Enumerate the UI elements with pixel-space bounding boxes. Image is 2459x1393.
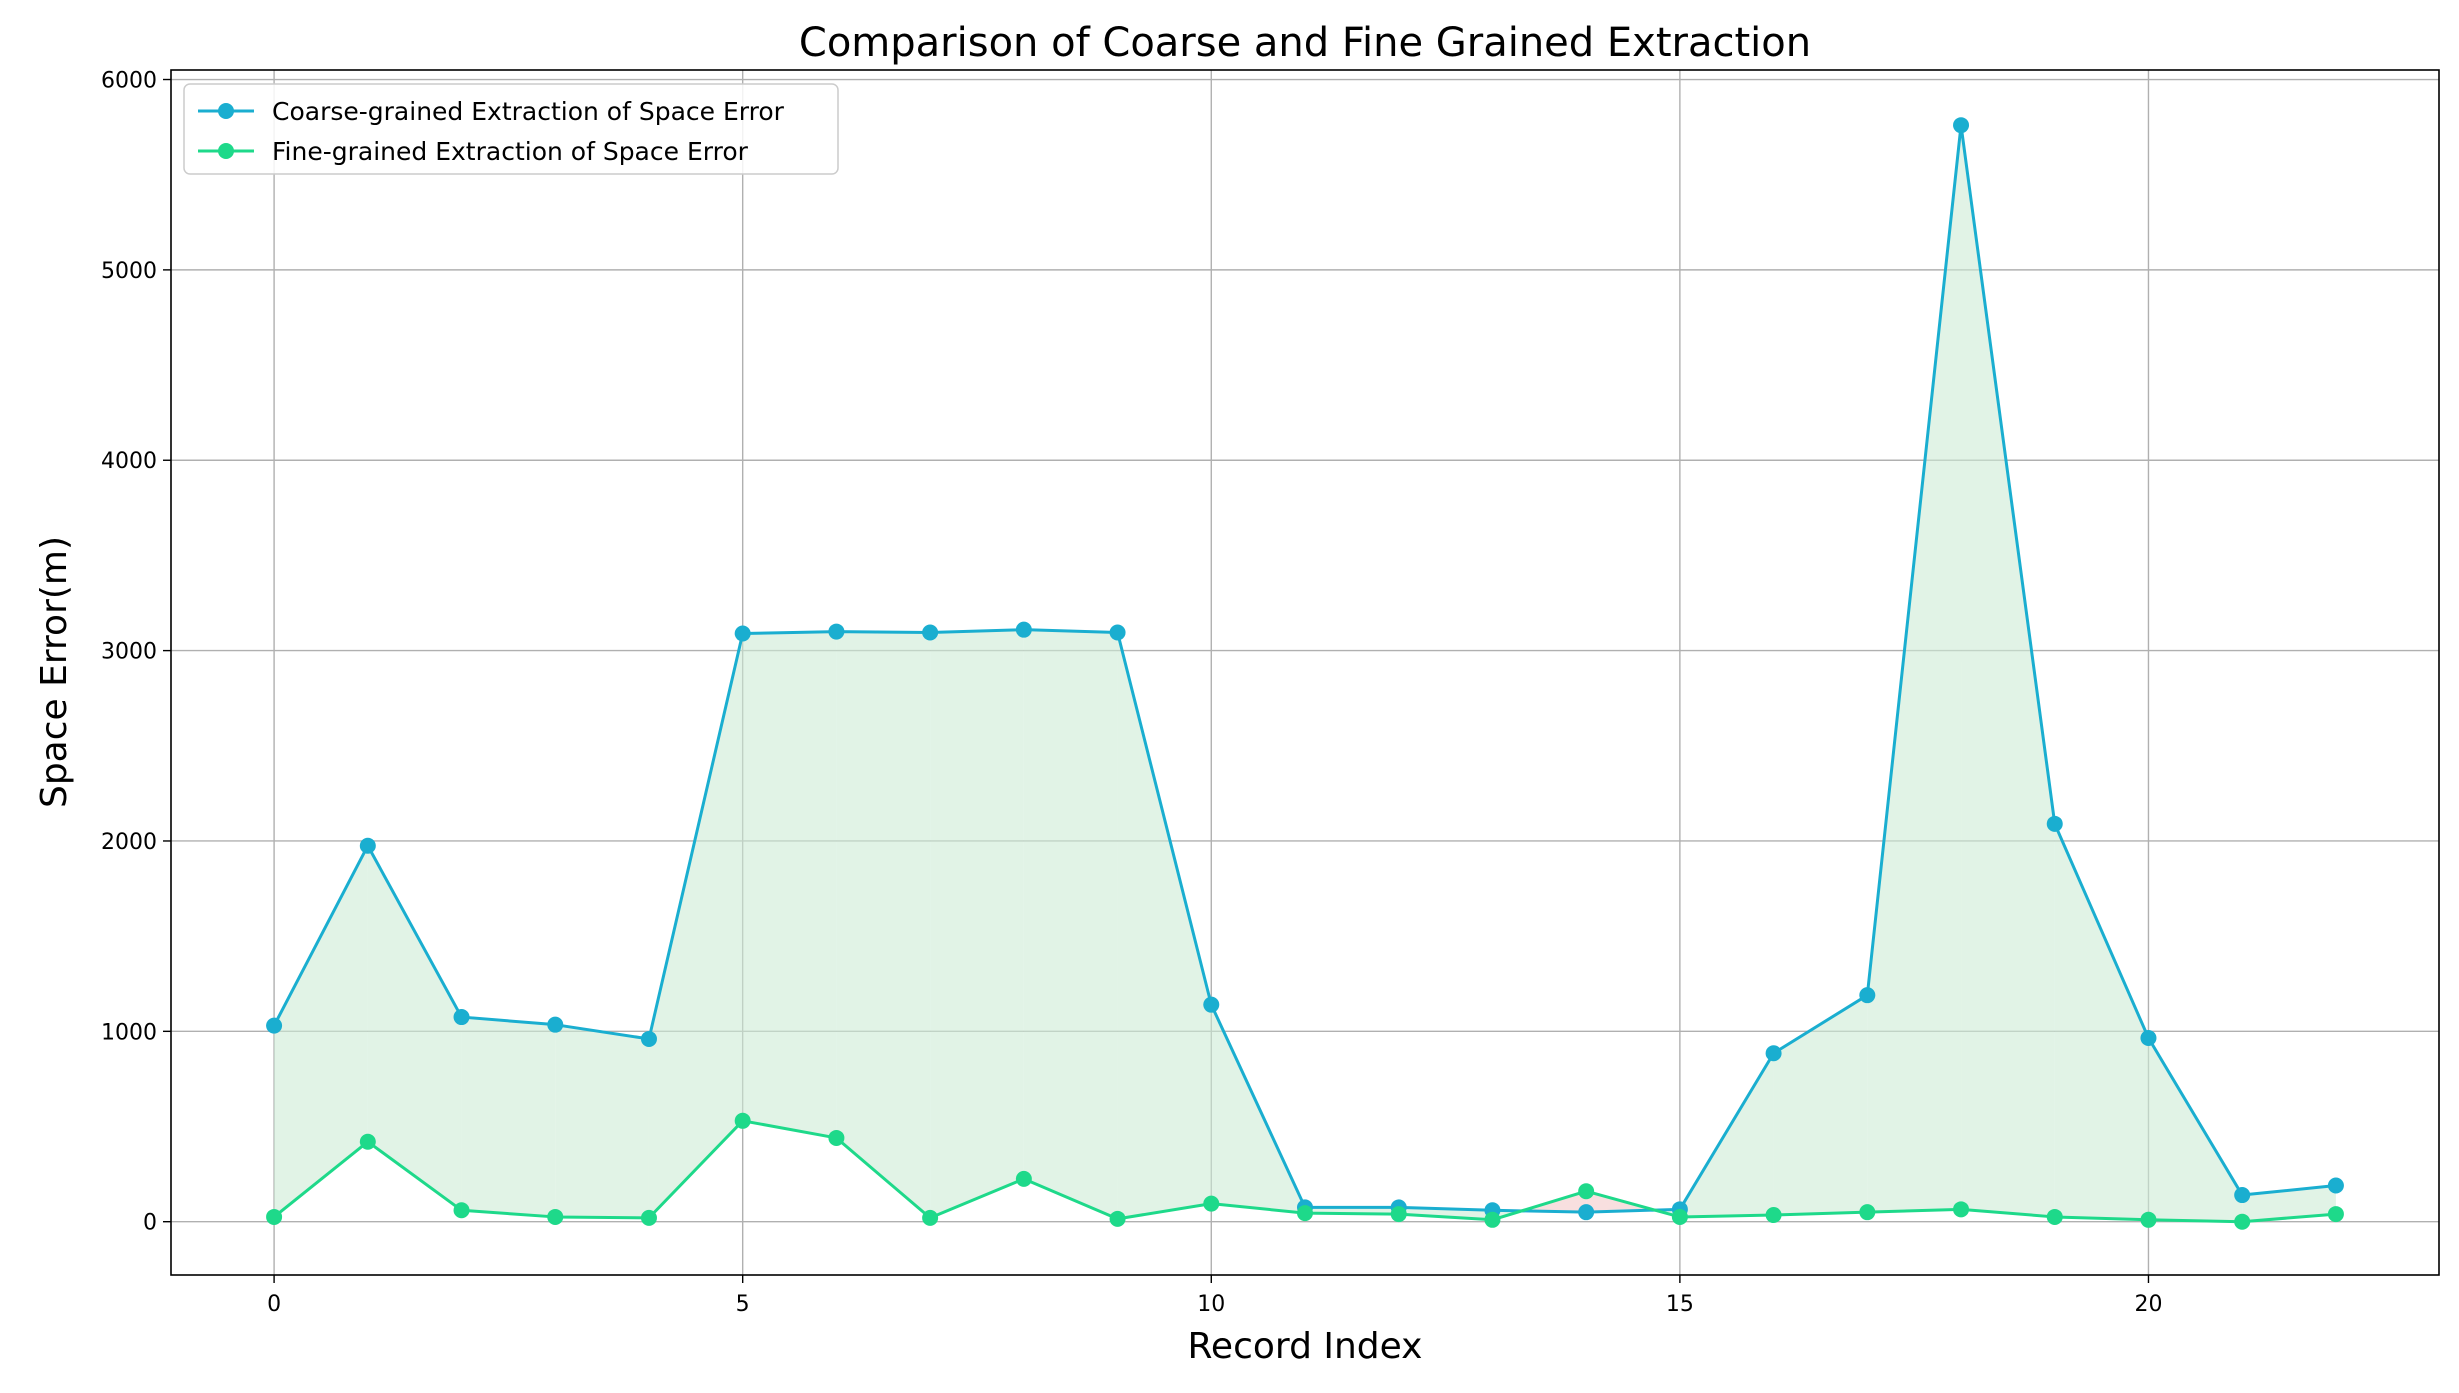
fill-segment [742,631,837,1138]
fill-segment [1961,125,2055,1217]
data-point [1765,1045,1782,1062]
data-point [922,624,939,641]
legend-box [183,83,839,175]
x-axis-ticks: 0 5 10 15 20 [267,1275,2162,1317]
legend-label-coarse: Coarse-grained Extraction of Space Error [272,97,785,126]
fill-segment [930,629,1024,1218]
data-point [1015,1170,1032,1187]
data-point [2327,1177,2344,1194]
data-point [1765,1207,1782,1224]
data-point [2046,815,2063,832]
fill-segment [1773,995,1868,1216]
data-point [640,1209,657,1226]
plot-frame [170,69,2440,1276]
data-point [2140,1211,2157,1228]
data-point [828,623,845,640]
x-tick-label: 5 [736,1292,750,1317]
fill-segment [2242,1185,2336,1222]
fill-segment [1867,125,1962,1213]
y-tick-label: 2000 [101,830,157,855]
series-points [266,117,2344,1230]
fill-segment [1023,629,1118,1219]
legend-marker-fine [218,143,234,159]
data-point [2234,1187,2251,1204]
data-point [1203,996,1220,1013]
legend-marker-coarse [218,103,234,119]
y-tick-label: 5000 [101,259,157,284]
data-point [734,1112,751,1129]
data-point [1578,1204,1595,1221]
data-point [922,1209,939,1226]
chart-title: Comparison of Coarse and Fine Grained Ex… [799,20,1811,66]
data-point [1297,1205,1313,1222]
data-point [1109,624,1126,641]
y-tick-label: 6000 [101,69,157,94]
data-point [1015,621,1032,638]
data-point [547,1016,564,1033]
x-tick-label: 0 [267,1292,281,1317]
fill-segment [367,845,462,1211]
data-point [547,1208,564,1225]
y-tick-label: 3000 [101,640,157,665]
x-tick-label: 15 [1666,1292,1694,1317]
y-tick-label: 4000 [101,449,157,474]
y-axis-label: Space Error(m) [34,536,75,808]
y-tick-label: 0 [143,1211,157,1236]
data-point [1859,1204,1876,1221]
data-point [1484,1211,1501,1228]
data-point [1390,1206,1407,1223]
fill-segment [274,845,368,1217]
data-point [453,1202,470,1219]
fill-segment [2148,1037,2243,1222]
data-point [266,1017,283,1034]
legend: Coarse-grained Extraction of Space Error… [183,83,839,175]
data-point [2327,1206,2344,1223]
data-point [1859,987,1876,1004]
data-point [2140,1029,2157,1046]
fill-segment [1117,632,1212,1219]
x-tick-label: 10 [1197,1292,1225,1317]
y-axis-ticks: 0 1000 2000 3000 4000 5000 6000 [101,69,171,1236]
fill-segment [648,633,743,1218]
data-point [1953,117,1970,134]
fill-segment [836,631,931,1218]
fill-segment [461,1017,556,1217]
data-point [359,837,376,854]
data-point [266,1208,283,1225]
x-tick-label: 20 [2134,1292,2162,1317]
data-point [1578,1183,1595,1200]
data-point [359,1133,376,1150]
y-tick-label: 1000 [101,1020,157,1045]
data-point [734,625,751,642]
data-point [1953,1201,1970,1218]
data-point [1671,1208,1688,1225]
data-point [828,1129,845,1146]
data-point [2046,1208,2063,1225]
fill-segment [555,1024,649,1218]
data-point [1203,1195,1220,1212]
difference-fill [274,125,2336,1222]
x-axis-label: Record Index [1188,1326,1423,1367]
data-point [2234,1213,2251,1230]
fill-segment [2054,823,2149,1220]
data-point [1109,1210,1126,1227]
legend-label-fine: Fine-grained Extraction of Space Error [272,137,749,166]
data-point [453,1009,470,1026]
data-point [640,1030,657,1047]
